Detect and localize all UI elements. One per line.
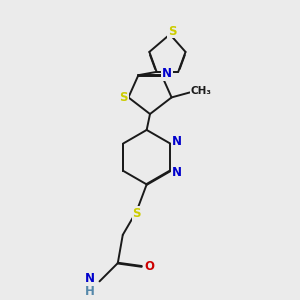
Text: N: N — [85, 272, 95, 284]
Text: N: N — [172, 166, 182, 179]
Text: N: N — [162, 67, 172, 80]
Text: N: N — [172, 135, 182, 148]
Text: S: S — [133, 207, 141, 220]
Text: S: S — [119, 91, 128, 104]
Text: H: H — [85, 286, 95, 298]
Text: CH₃: CH₃ — [191, 86, 212, 96]
Text: O: O — [144, 260, 154, 273]
Text: S: S — [168, 25, 177, 38]
